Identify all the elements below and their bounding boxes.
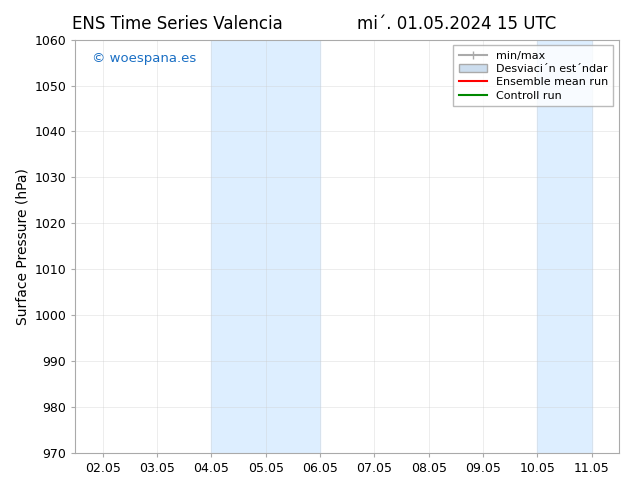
Bar — [211, 40, 266, 453]
Bar — [266, 40, 320, 453]
Legend: min/max, Desviaci´n est´ndar, Ensemble mean run, Controll run: min/max, Desviaci´n est´ndar, Ensemble m… — [453, 45, 614, 106]
Y-axis label: Surface Pressure (hPa): Surface Pressure (hPa) — [15, 168, 29, 325]
Text: mi´. 01.05.2024 15 UTC: mi´. 01.05.2024 15 UTC — [357, 15, 556, 33]
Text: © woespana.es: © woespana.es — [92, 52, 196, 65]
Bar — [538, 40, 592, 453]
Text: ENS Time Series Valencia: ENS Time Series Valencia — [72, 15, 283, 33]
